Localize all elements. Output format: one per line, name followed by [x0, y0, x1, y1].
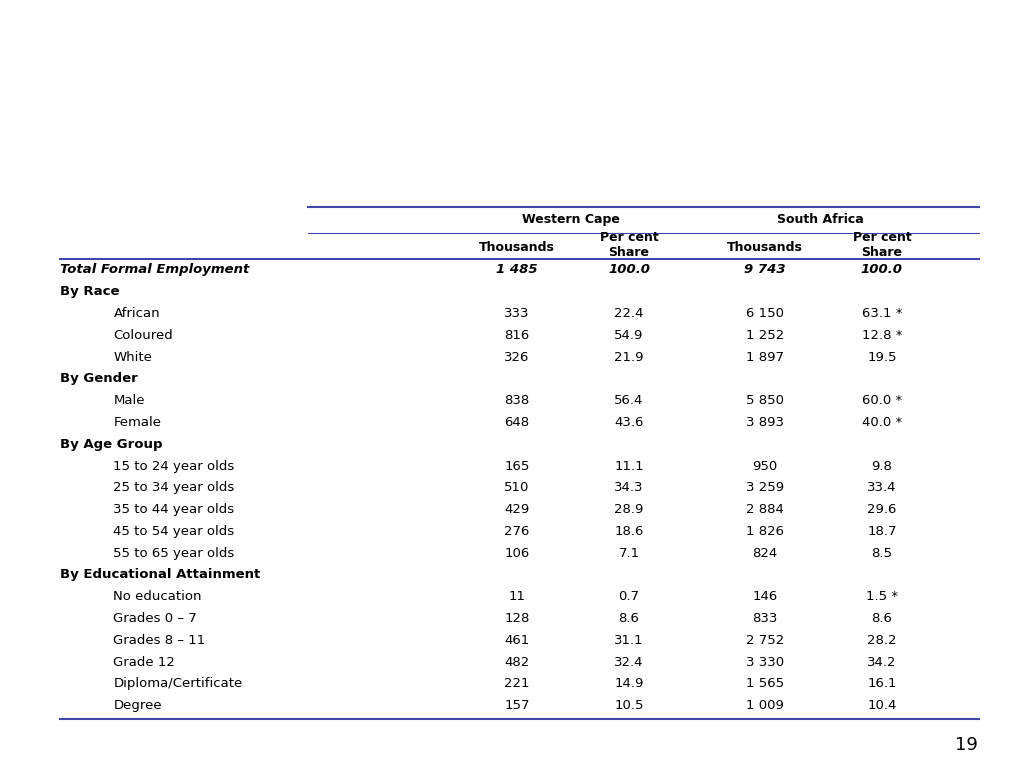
- Text: 34.2: 34.2: [867, 656, 897, 669]
- Text: 3 330: 3 330: [746, 656, 784, 669]
- Text: Thousands: Thousands: [479, 240, 555, 253]
- Text: 10.5: 10.5: [614, 699, 644, 712]
- Text: 33.4: 33.4: [867, 482, 897, 495]
- Text: Grades 8 – 11: Grades 8 – 11: [114, 634, 206, 647]
- Text: 34.3: 34.3: [614, 482, 644, 495]
- Text: 18.7: 18.7: [867, 525, 897, 538]
- Text: 8.6: 8.6: [618, 612, 639, 625]
- Text: 63.1 *: 63.1 *: [861, 307, 902, 320]
- Text: employment, 2011: employment, 2011: [263, 137, 761, 182]
- Text: 106: 106: [505, 547, 529, 560]
- Text: 1 897: 1 897: [746, 351, 784, 363]
- Text: 3 893: 3 893: [746, 416, 784, 429]
- Text: 19: 19: [955, 737, 978, 754]
- Text: 32.4: 32.4: [614, 656, 644, 669]
- Text: 429: 429: [505, 503, 529, 516]
- Text: African: African: [114, 307, 160, 320]
- Text: Demographic characteristics of formal: Demographic characteristics of formal: [0, 61, 1024, 106]
- Text: Grades 0 – 7: Grades 0 – 7: [114, 612, 198, 625]
- Text: Per cent
Share: Per cent Share: [853, 231, 911, 260]
- Text: 2 884: 2 884: [746, 503, 784, 516]
- Text: 31.1: 31.1: [614, 634, 644, 647]
- Text: 12.8 *: 12.8 *: [861, 329, 902, 342]
- Text: South Africa: South Africa: [777, 214, 864, 227]
- Text: 1 252: 1 252: [746, 329, 784, 342]
- Text: Per cent
Share: Per cent Share: [600, 231, 658, 260]
- Text: 1.5 *: 1.5 *: [866, 591, 898, 603]
- Text: 35 to 44 year olds: 35 to 44 year olds: [114, 503, 234, 516]
- Text: Male: Male: [114, 394, 145, 407]
- Text: 16.1: 16.1: [867, 677, 897, 690]
- Text: 11.1: 11.1: [614, 459, 644, 472]
- Text: 22.4: 22.4: [614, 307, 644, 320]
- Text: 0.7: 0.7: [618, 591, 640, 603]
- Text: 14.9: 14.9: [614, 677, 644, 690]
- Text: 1 009: 1 009: [746, 699, 784, 712]
- Text: Degree: Degree: [114, 699, 162, 712]
- Text: 482: 482: [505, 656, 529, 669]
- Text: 648: 648: [505, 416, 529, 429]
- Text: 28.2: 28.2: [867, 634, 897, 647]
- Text: 461: 461: [505, 634, 529, 647]
- Text: 838: 838: [505, 394, 529, 407]
- Text: 1 826: 1 826: [746, 525, 784, 538]
- Text: 3 259: 3 259: [746, 482, 784, 495]
- Text: 19.5: 19.5: [867, 351, 897, 363]
- Text: Thousands: Thousands: [727, 240, 803, 253]
- Text: 1 565: 1 565: [746, 677, 784, 690]
- Text: 510: 510: [505, 482, 529, 495]
- Text: 15 to 24 year olds: 15 to 24 year olds: [114, 459, 234, 472]
- Text: 55 to 65 year olds: 55 to 65 year olds: [114, 547, 234, 560]
- Text: 28.9: 28.9: [614, 503, 644, 516]
- Text: 45 to 54 year olds: 45 to 54 year olds: [114, 525, 234, 538]
- Text: 333: 333: [505, 307, 529, 320]
- Text: 21.9: 21.9: [614, 351, 644, 363]
- Text: 824: 824: [753, 547, 778, 560]
- Text: 5 850: 5 850: [746, 394, 784, 407]
- Text: 100.0: 100.0: [861, 263, 903, 276]
- Text: 54.9: 54.9: [614, 329, 644, 342]
- Text: White: White: [114, 351, 153, 363]
- Text: 2 752: 2 752: [746, 634, 784, 647]
- Text: 10.4: 10.4: [867, 699, 897, 712]
- Text: Grade 12: Grade 12: [114, 656, 175, 669]
- Text: 157: 157: [505, 699, 529, 712]
- Text: 6 150: 6 150: [746, 307, 784, 320]
- Text: 18.6: 18.6: [614, 525, 644, 538]
- Text: 9.8: 9.8: [871, 459, 892, 472]
- Text: 165: 165: [505, 459, 529, 472]
- Text: Western Cape: Western Cape: [521, 214, 620, 227]
- Text: By Race: By Race: [59, 285, 120, 298]
- Text: Total Formal Employment: Total Formal Employment: [59, 263, 249, 276]
- Text: 816: 816: [505, 329, 529, 342]
- Text: 1 485: 1 485: [497, 263, 538, 276]
- Text: 950: 950: [753, 459, 778, 472]
- Text: No education: No education: [114, 591, 202, 603]
- Text: 221: 221: [505, 677, 529, 690]
- Text: 8.6: 8.6: [871, 612, 892, 625]
- Text: 25 to 34 year olds: 25 to 34 year olds: [114, 482, 234, 495]
- Text: 56.4: 56.4: [614, 394, 644, 407]
- Text: 9 743: 9 743: [744, 263, 786, 276]
- Text: By Educational Attainment: By Educational Attainment: [59, 568, 260, 581]
- Text: 128: 128: [505, 612, 529, 625]
- Text: 8.5: 8.5: [871, 547, 893, 560]
- Text: 146: 146: [753, 591, 778, 603]
- Text: 43.6: 43.6: [614, 416, 644, 429]
- Text: 40.0 *: 40.0 *: [862, 416, 902, 429]
- Text: 7.1: 7.1: [618, 547, 640, 560]
- Text: By Gender: By Gender: [59, 372, 137, 386]
- Text: 60.0 *: 60.0 *: [862, 394, 902, 407]
- Text: Coloured: Coloured: [114, 329, 173, 342]
- Text: 276: 276: [505, 525, 529, 538]
- Text: 100.0: 100.0: [608, 263, 650, 276]
- Text: 29.6: 29.6: [867, 503, 897, 516]
- Text: 326: 326: [505, 351, 529, 363]
- Text: 833: 833: [753, 612, 778, 625]
- Text: 11: 11: [509, 591, 525, 603]
- Text: Diploma/Certificate: Diploma/Certificate: [114, 677, 243, 690]
- Text: Female: Female: [114, 416, 162, 429]
- Text: By Age Group: By Age Group: [59, 438, 163, 451]
